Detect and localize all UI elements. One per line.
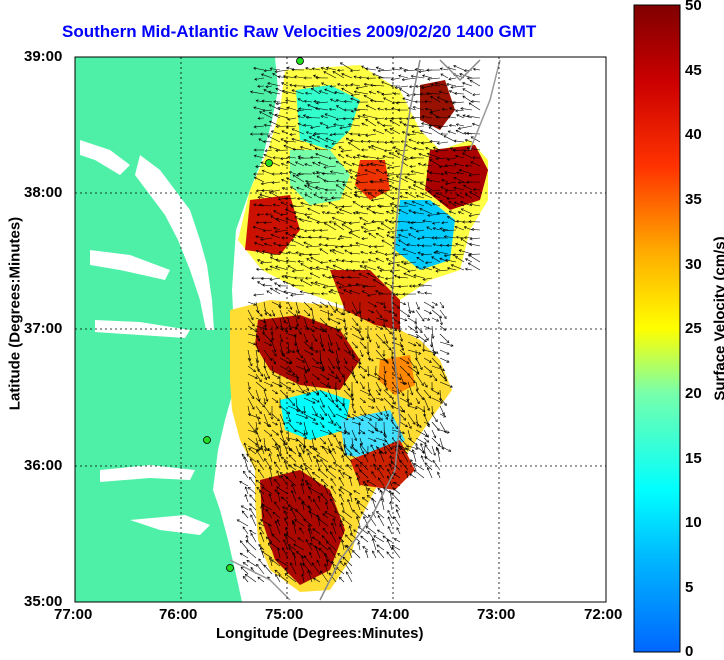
y-tick: 38:00 <box>24 184 62 201</box>
y-tick: 39:00 <box>24 48 62 65</box>
colorbar-tick: 15 <box>685 450 702 467</box>
y-tick: 37:00 <box>24 320 62 337</box>
x-tick: 74:00 <box>371 606 409 623</box>
colorbar-label: Surface Velocity (cm/s) <box>712 189 724 449</box>
colorbar-tick: 40 <box>685 126 702 143</box>
x-tick: 77:00 <box>54 606 92 623</box>
colorbar-tick: 45 <box>685 62 702 79</box>
y-tick: 36:00 <box>24 457 62 474</box>
colorbar-tick: 25 <box>685 320 702 337</box>
colorbar-tick: 35 <box>685 191 702 208</box>
colorbar <box>634 5 680 652</box>
colorbar-tick: 50 <box>685 0 702 14</box>
x-tick: 75:00 <box>265 606 303 623</box>
y-axis-label: Latitude (Degrees:Minutes) <box>7 169 24 459</box>
station-marker <box>266 160 273 167</box>
colorbar-tick: 0 <box>685 643 693 660</box>
station-marker <box>297 58 304 65</box>
x-axis-label: Longitude (Degrees:Minutes) <box>216 625 424 642</box>
colorbar-tick: 30 <box>685 256 702 273</box>
x-tick: 73:00 <box>477 606 515 623</box>
colorbar-tick: 10 <box>685 514 702 531</box>
colorbar-tick: 5 <box>685 579 693 596</box>
station-marker <box>227 565 234 572</box>
x-tick: 72:00 <box>584 606 622 623</box>
station-marker <box>204 437 211 444</box>
x-tick: 76:00 <box>159 606 197 623</box>
colorbar-tick: 20 <box>685 385 702 402</box>
